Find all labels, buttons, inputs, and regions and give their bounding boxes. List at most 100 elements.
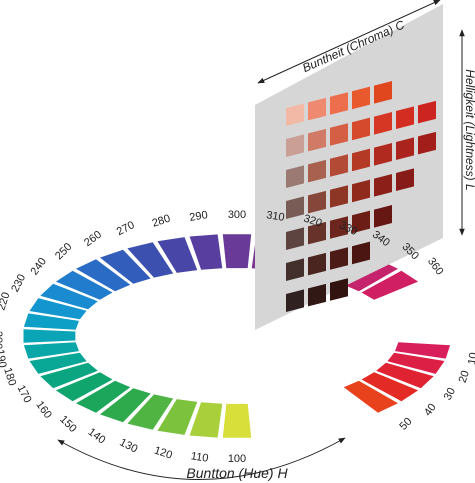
- hue-segment-20: [387, 352, 445, 374]
- swatch-r5-c2: [330, 247, 348, 270]
- hue-segment-220: [29, 298, 87, 320]
- swatch-r2-c1: [308, 159, 326, 183]
- hue-tick-310: 310: [265, 209, 285, 224]
- hue-tick-300: 300: [228, 209, 246, 221]
- hue-tick-210: 210: [0, 310, 2, 330]
- hue-tick-290: 290: [189, 209, 209, 224]
- hue-tick-270: 270: [115, 219, 137, 238]
- swatch-r5-c0: [286, 258, 304, 281]
- swatch-r0-c2: [330, 92, 348, 115]
- hue-segment-300: [222, 234, 252, 269]
- hue-tick-40: 40: [422, 401, 439, 418]
- swatch-r5-c1: [308, 252, 326, 276]
- hue-segment-290: [189, 234, 223, 270]
- hue-tick-260: 260: [82, 229, 104, 249]
- hue-tick-20: 20: [457, 369, 472, 384]
- chroma-axis-arrow: [257, 0, 441, 84]
- hue-tick-250: 250: [53, 241, 74, 262]
- swatch-r6-c1: [308, 283, 326, 307]
- hue-tick-110: 110: [190, 450, 209, 465]
- hue-segment-180: [29, 352, 87, 374]
- swatch-r1-c1: [308, 128, 326, 152]
- hue-segment-360: [361, 270, 419, 300]
- swatch-r6-c0: [286, 289, 304, 312]
- swatch-r3-c4: [374, 174, 392, 197]
- hue-axis-arrow: [57, 437, 346, 480]
- hue-segment-280: [157, 237, 198, 273]
- swatch-r3-c0: [286, 196, 304, 219]
- hue-segment-190: [23, 342, 79, 359]
- hue-tick-30: 30: [442, 386, 458, 402]
- swatch-r2-c0: [286, 165, 304, 188]
- hue-segment-240: [55, 270, 113, 300]
- hue-tick-170: 170: [15, 383, 34, 405]
- hue-tick-140: 140: [86, 426, 108, 446]
- swatch-r4-c3: [352, 210, 370, 234]
- hue-segment-140: [100, 388, 151, 423]
- hue-segment-100: [222, 403, 252, 438]
- hue-segment-210: [23, 313, 79, 330]
- hue-tick-10: 10: [466, 352, 475, 366]
- swatch-r4-c0: [286, 227, 304, 250]
- swatch-r0-c1: [308, 97, 326, 121]
- swatch-grid: [286, 81, 436, 312]
- swatch-r2-c6: [418, 131, 436, 155]
- hue-tick-220: 220: [0, 291, 12, 312]
- hue-segment-260: [100, 249, 151, 284]
- swatch-r3-c3: [352, 179, 370, 203]
- hue-segment-150: [76, 380, 131, 413]
- hue-tick-190: 190: [0, 349, 8, 369]
- hue-segment-130: [127, 394, 174, 430]
- swatch-r0-c3: [352, 86, 370, 110]
- hue-tick-120: 120: [153, 445, 174, 462]
- swatch-r4-c4: [374, 205, 392, 228]
- hue-tick-200: 200: [0, 331, 4, 349]
- swatch-r2-c5: [396, 137, 414, 160]
- hue-segment-110: [189, 402, 223, 438]
- hue-tick-240: 240: [29, 256, 49, 278]
- swatch-r1-c0: [286, 134, 304, 157]
- swatch-r3-c2: [330, 185, 348, 208]
- swatch-r2-c4: [374, 143, 392, 166]
- hue-tick-150: 150: [57, 413, 78, 434]
- hue-tick-320: 320: [302, 213, 323, 230]
- hue-segment-270: [127, 242, 174, 278]
- swatch-r4-c1: [308, 221, 326, 245]
- swatch-r2-c2: [330, 154, 348, 177]
- swatch-r4-c2: [330, 216, 348, 239]
- hue-tick-230: 230: [9, 272, 28, 294]
- hue-tick-100: 100: [228, 453, 246, 465]
- lightness-chroma-panel: [255, 4, 443, 330]
- swatch-r2-c3: [352, 148, 370, 172]
- hue-segment-120: [157, 399, 198, 435]
- hue-tick-50: 50: [397, 416, 414, 433]
- swatch-r5-c3: [352, 241, 370, 265]
- hue-tick-280: 280: [151, 213, 172, 230]
- swatch-r0-c0: [286, 103, 304, 126]
- hue-segment-160: [55, 372, 113, 402]
- lightness-axis-label: Helligkeit (Lightness) L: [463, 69, 475, 190]
- hue-wheel-front-segments: [23, 298, 451, 438]
- hue-segment-40: [361, 372, 419, 402]
- hue-tick-180: 180: [1, 366, 18, 387]
- hue-segment-30: [376, 362, 434, 389]
- hue-segment-170: [40, 362, 98, 389]
- hue-segment-350: [343, 259, 398, 292]
- swatch-r1-c4: [374, 112, 392, 135]
- hue-segment-250: [76, 259, 131, 292]
- swatch-r0-c4: [374, 81, 392, 104]
- hue-axis-label: Buntton (Hue) H: [186, 465, 288, 481]
- swatch-r1-c2: [330, 123, 348, 146]
- panel-sheet: [255, 4, 443, 330]
- swatch-r1-c6: [418, 100, 436, 124]
- swatch-r1-c5: [396, 106, 414, 129]
- hue-tick-360: 360: [425, 256, 445, 278]
- swatch-r1-c3: [352, 117, 370, 141]
- swatch-r3-c1: [308, 190, 326, 214]
- hue-segment-10: [395, 342, 451, 359]
- hue-segment-200: [23, 329, 76, 343]
- hue-tick-130: 130: [118, 437, 140, 456]
- swatch-r6-c2: [330, 278, 348, 301]
- hue-tick-160: 160: [33, 399, 53, 421]
